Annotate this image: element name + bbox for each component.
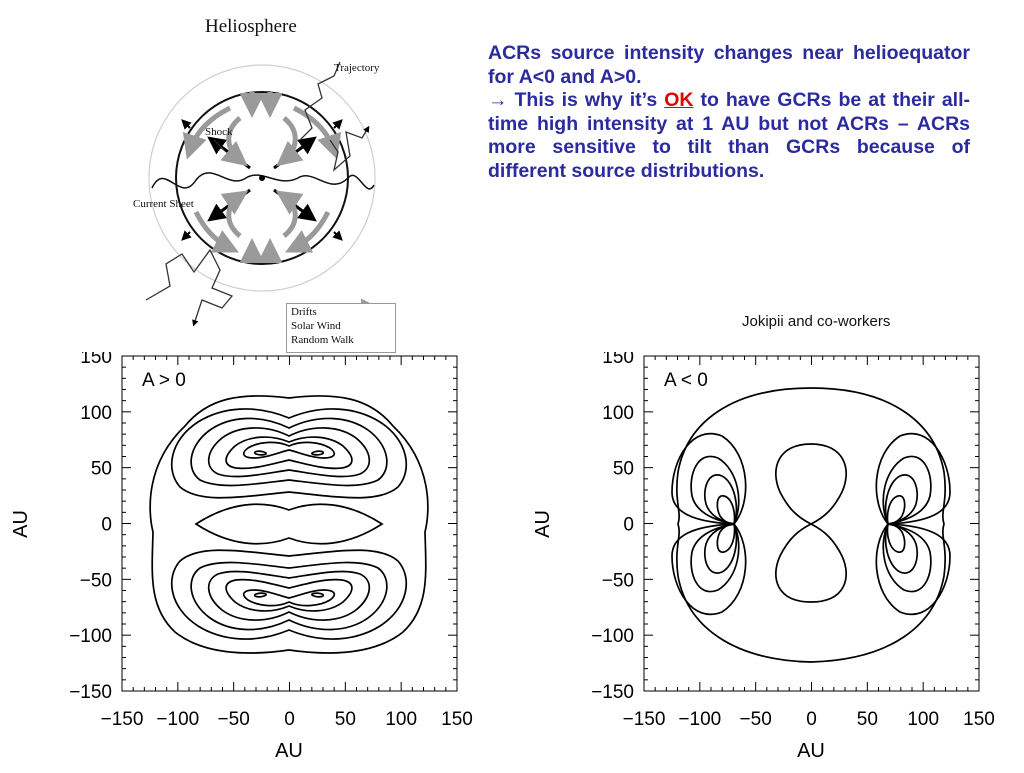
x-tick-label: −100 <box>678 709 721 730</box>
drift-arrow <box>220 190 249 238</box>
legend-random-walk: Random Walk <box>291 334 354 346</box>
drift-arrow <box>285 210 331 253</box>
solar-wind-arrow <box>332 230 343 241</box>
x-tick-label: 150 <box>963 709 995 730</box>
contour-line <box>190 417 388 487</box>
trajectory-path <box>299 61 341 141</box>
y-tick-label: −150 <box>591 682 634 703</box>
x-axis-label: AU <box>275 740 303 762</box>
y-tick-label: −100 <box>591 626 634 647</box>
shock-label: Shock <box>205 126 233 138</box>
y-tick-label: 150 <box>602 352 634 368</box>
x-tick-label: 100 <box>907 709 939 730</box>
legend-drifts: Drifts <box>291 306 317 318</box>
heliosphere-legend: Drifts Solar Wind Random Walk <box>286 303 396 353</box>
random-walk-path <box>329 125 370 172</box>
y-tick-label: 50 <box>613 459 634 480</box>
x-tick-label: −150 <box>101 709 144 730</box>
y-tick-label: −150 <box>69 682 112 703</box>
credit-text: Jokipii and co-workers <box>742 313 891 330</box>
drift-arrow <box>193 210 239 253</box>
contour-line <box>253 592 267 598</box>
x-tick-label: −50 <box>740 709 772 730</box>
contour-plot-a-positive: 150 100 50 0 −50 −100 −150 −150 −100 −50 0 50 100 15… <box>0 347 480 768</box>
contour-line <box>886 495 906 553</box>
solar-wind-arrow <box>181 119 192 130</box>
contour-line <box>207 570 371 621</box>
contour-line <box>242 441 336 459</box>
contour-plot-svg: 150 100 50 0 −50 −100 −150 −150 −100 −50 0 50 100 15… <box>10 347 473 762</box>
contour-line <box>207 427 371 478</box>
explanation-text: ACRs source intensity changes near helio… <box>488 42 970 183</box>
y-tick-label: 0 <box>101 515 112 536</box>
contour-line <box>311 450 325 456</box>
plot-frame <box>121 355 458 692</box>
contour-line <box>253 450 267 456</box>
para2-rest: to have GCRs be at their all-time high i… <box>488 89 970 182</box>
trajectory-label: Trajectory <box>334 62 380 74</box>
x-tick-label: 0 <box>806 709 817 730</box>
x-tick-label: 150 <box>441 709 473 730</box>
shock-pointer <box>213 139 227 153</box>
plot-title: A > 0 <box>142 370 186 391</box>
solar-wind-arrow <box>181 230 192 241</box>
legend-solar-wind: Solar Wind <box>291 320 341 332</box>
x-tick-label: −50 <box>218 709 250 730</box>
contour-plot-a-negative: 150 100 50 0 −50 −100 −150 −150 −100 −50 0 50 100 15… <box>522 347 1002 768</box>
x-tick-label: 50 <box>335 709 356 730</box>
contour-line <box>170 408 408 499</box>
x-axis-label: AU <box>797 740 825 762</box>
contour-line <box>170 549 408 640</box>
y-axis-label: AU <box>10 510 32 538</box>
x-tick-label: −100 <box>156 709 199 730</box>
contour-line <box>194 503 384 545</box>
solar-wind-arrow <box>332 119 343 130</box>
plot-title: A < 0 <box>664 370 708 391</box>
drift-arrow <box>292 105 342 160</box>
contour-line <box>190 561 388 631</box>
contour-line <box>225 436 353 470</box>
contour-line <box>775 523 847 603</box>
x-tick-label: 100 <box>385 709 417 730</box>
contour-line <box>676 387 946 663</box>
heliopause-circle <box>148 64 376 292</box>
y-tick-label: 150 <box>80 352 112 368</box>
heliosphere-diagram <box>145 61 392 352</box>
contour-plot-svg: 150 100 50 0 −50 −100 −150 −150 −100 −50 0 50 100 15… <box>532 347 995 762</box>
paragraph-acr-source: ACRs source intensity changes near helio… <box>488 42 970 88</box>
drift-arrow <box>276 116 304 167</box>
current-sheet-label: Current Sheet <box>133 198 194 210</box>
arrow-icon: → <box>488 89 508 111</box>
contour-line <box>149 395 429 654</box>
x-tick-label: 50 <box>857 709 878 730</box>
contour-line <box>242 589 336 607</box>
contour-line <box>311 592 325 598</box>
y-tick-label: −100 <box>69 626 112 647</box>
paragraph-gcr-conclusion: → This is why it’s OK to have GCRs be at… <box>488 89 970 183</box>
para2-lead: This is why it’s <box>514 89 658 111</box>
y-tick-label: −50 <box>80 570 112 591</box>
y-tick-label: 100 <box>602 403 634 424</box>
x-tick-label: 0 <box>284 709 295 730</box>
y-tick-label: −50 <box>602 570 634 591</box>
contour-lines <box>149 395 429 654</box>
contour-line <box>225 578 353 612</box>
sun-dot <box>259 175 265 181</box>
y-tick-label: 0 <box>623 515 634 536</box>
y-tick-label: 50 <box>91 459 112 480</box>
y-tick-label: 100 <box>80 403 112 424</box>
drift-arrow <box>220 116 248 167</box>
drift-arrow <box>182 105 232 160</box>
contour-line <box>775 443 847 525</box>
outer-wind-arrows <box>181 119 343 241</box>
drift-arrow <box>275 190 304 238</box>
contour-line <box>716 495 736 553</box>
drift-arrows <box>182 92 342 263</box>
heliosphere-title: Heliosphere <box>205 16 297 37</box>
random-walk-path <box>145 248 234 327</box>
ok-emphasis: OK <box>664 89 694 111</box>
contour-lines <box>671 387 951 663</box>
x-tick-label: −150 <box>623 709 666 730</box>
y-axis-label: AU <box>532 510 554 538</box>
